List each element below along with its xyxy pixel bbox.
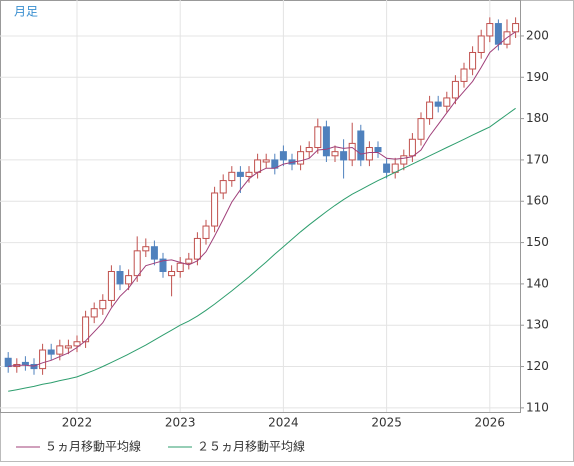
candle-body: [297, 151, 305, 165]
candle-body: [254, 159, 262, 173]
candle-body: [176, 262, 184, 272]
candle-body: [348, 142, 356, 161]
candle-body: [357, 130, 365, 161]
candle-body: [477, 35, 485, 53]
x-tick-label: 2023: [165, 416, 196, 430]
x-tick-label: 2025: [371, 416, 402, 430]
candle-body: [185, 258, 193, 264]
candle-body: [451, 80, 459, 99]
y-tick-label: 190: [526, 70, 549, 84]
candle-body: [64, 345, 72, 349]
candle-body: [365, 147, 373, 161]
candle-body: [211, 192, 219, 227]
y-tick-label: 120: [526, 359, 549, 373]
candle-body: [331, 151, 339, 157]
candle-body: [142, 246, 150, 252]
candle-body: [340, 151, 348, 161]
x-tick-label: 2026: [475, 416, 506, 430]
candle-body: [125, 275, 133, 285]
candle-body: [116, 270, 124, 285]
candle-body: [408, 138, 416, 157]
candle-body: [21, 361, 29, 365]
y-tick-label: 180: [526, 111, 549, 125]
candle-body: [228, 171, 236, 182]
candle-body: [434, 101, 442, 107]
candle-body: [56, 345, 64, 355]
candle-body: [426, 101, 434, 120]
moving-average-line: [8, 107, 516, 392]
candle-body: [202, 225, 210, 239]
candle-body: [4, 357, 12, 368]
candle-body: [39, 349, 47, 370]
candle-body: [236, 171, 244, 177]
candle-body: [314, 126, 322, 149]
moving-average-line: [8, 31, 516, 367]
candle-body: [133, 250, 141, 277]
x-tick-label: 2022: [62, 416, 93, 430]
candle-body: [400, 155, 408, 165]
candle-body: [279, 151, 287, 161]
y-tick-label: 160: [526, 194, 549, 208]
candle-body: [460, 68, 468, 82]
candle-body: [322, 126, 330, 157]
candle-body: [82, 316, 90, 343]
y-tick-label: 140: [526, 276, 549, 290]
candle-body: [417, 118, 425, 140]
candle-body: [193, 237, 201, 260]
candle-body: [168, 270, 176, 277]
y-tick-label: 170: [526, 152, 549, 166]
legend-label: ２５ヵ月移動平均線: [197, 439, 305, 454]
y-tick-label: 130: [526, 318, 549, 332]
candle-body: [486, 23, 494, 37]
candle-body: [262, 159, 270, 163]
candle-body: [512, 23, 520, 33]
y-tick-label: 150: [526, 235, 549, 249]
y-tick-label: 110: [526, 400, 549, 414]
candle-body: [99, 299, 107, 310]
candle-body: [305, 147, 313, 153]
candle-body: [150, 246, 158, 260]
candle-body: [159, 258, 167, 272]
candle-body: [245, 171, 253, 177]
candle-body: [73, 341, 81, 347]
candle-body: [443, 97, 451, 107]
candle-body: [90, 308, 98, 318]
candle-body: [47, 349, 55, 355]
chart-title: 月足: [14, 5, 38, 19]
x-tick-label: 2024: [268, 416, 299, 430]
candle-body: [107, 270, 115, 301]
candle-body: [374, 147, 382, 153]
y-tick-label: 200: [526, 28, 549, 42]
candle-body: [469, 51, 477, 70]
plot-area: [0, 0, 521, 413]
legend-label: ５ヵ月移動平均線: [45, 439, 141, 454]
candle-body: [219, 180, 227, 194]
candle-body: [494, 23, 502, 45]
candle-body: [383, 163, 391, 173]
